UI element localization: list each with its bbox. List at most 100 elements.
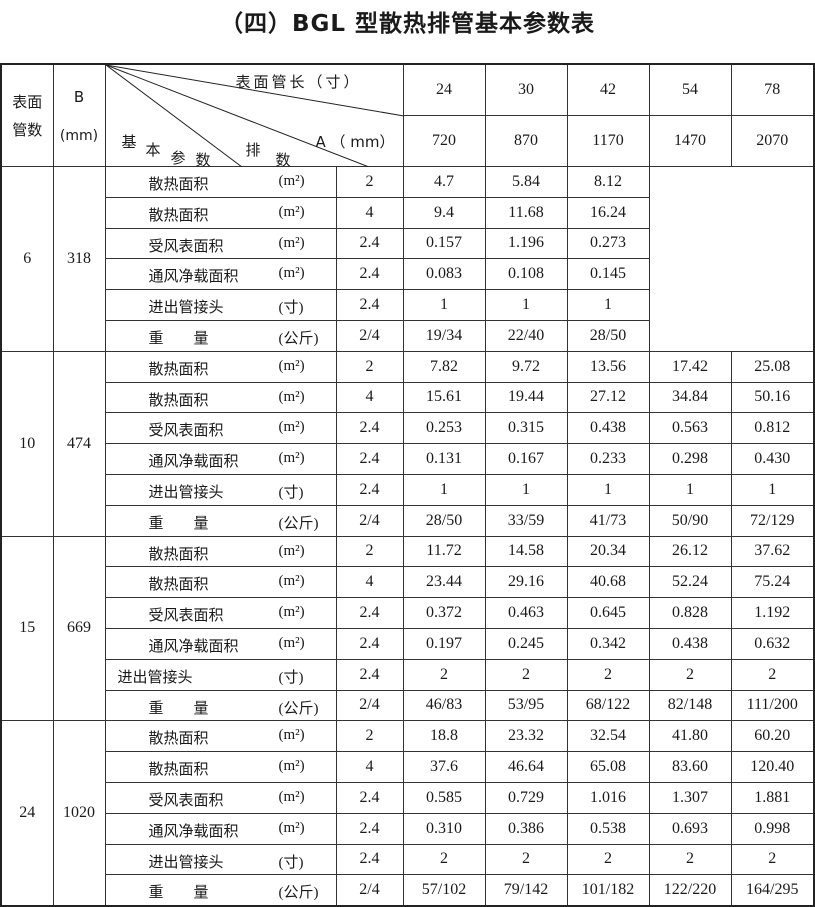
data-cell: 0.812 [730, 412, 815, 445]
data-cell: 2 [730, 658, 815, 691]
length-header: 30 [484, 63, 568, 116]
data-cell: 53/95 [484, 689, 568, 722]
data-cell: 2 [402, 658, 486, 691]
a-value-header: 1170 [566, 115, 650, 167]
rank-value: 2.4 [335, 627, 404, 660]
param-unit: (公斤) [278, 885, 319, 902]
data-cell: 37.62 [730, 535, 815, 568]
data-cell: 33/59 [484, 504, 568, 537]
data-cell: 46.64 [484, 751, 568, 783]
b-label: B [73, 87, 85, 106]
b-value: 474 [52, 350, 106, 537]
param-name: 受风表面积 [148, 421, 224, 440]
param-unit: (m²) [278, 758, 305, 775]
table-row: 进出管接头 (寸) 2.4 1 1 1 1 1 [1, 473, 815, 506]
param-name: 受风表面积 [148, 606, 224, 625]
a-value-header: 1470 [648, 115, 732, 167]
table-row: 受风表面积 (m²) 2.4 0.585 0.729 1.016 1.307 1.881 [1, 781, 815, 814]
rank-value: 4 [335, 196, 404, 229]
data-cell: 2 [484, 658, 568, 691]
data-cell: 0.145 [566, 258, 650, 291]
a-label: A （ mm） [315, 133, 395, 151]
param-name: 重 量 [148, 513, 209, 532]
data-cell: 0.430 [730, 443, 815, 475]
data-cell: 34.84 [648, 381, 732, 414]
param-unit: (m²) [278, 727, 305, 744]
param-unit: (m²) [278, 203, 305, 220]
data-cell: 46/83 [402, 689, 486, 722]
data-cell: 29.16 [484, 566, 568, 599]
data-cell: 50.16 [730, 381, 815, 414]
table-row: 进出管接头 (寸) 2.4 1 1 1 [1, 289, 814, 321]
table-row: 重 量 (公斤) 2/4 28/50 33/59 41/73 50/90 72/129 [1, 504, 815, 537]
data-cell: 0.729 [484, 781, 568, 814]
data-cell: 14.58 [484, 535, 568, 568]
param-unit: (m²) [278, 542, 305, 559]
param-name: 通风净载面积 [148, 821, 239, 840]
data-cell: 27.12 [566, 381, 650, 414]
table-row: 通风净载面积 (m²) 2.4 0.310 0.386 0.538 0.693 0.998 [1, 812, 815, 845]
rank-value: 2.4 [335, 658, 404, 691]
data-cell: 0.438 [566, 412, 650, 445]
param-name: 散热面积 [148, 544, 209, 563]
param-unit: (m²) [278, 450, 305, 467]
parameter-table: 表面管数 B (mm) 表面管长（寸） A （ mm） 基 本 参 数 排 数 [0, 63, 815, 907]
data-cell: 82/148 [648, 689, 732, 722]
param-cell: 进出管接头 (寸) [104, 658, 337, 691]
param-name: 通风净载面积 [148, 267, 239, 286]
data-cell: 101/182 [566, 874, 650, 907]
param-name: 受风表面积 [148, 790, 224, 809]
param-cell: 受风表面积 (m²) [104, 597, 337, 629]
data-cell: 0.645 [566, 597, 650, 629]
data-cell: 25.08 [730, 350, 815, 383]
data-cell: 1.016 [566, 781, 650, 814]
data-cell: 1 [484, 289, 568, 321]
rank-value: 2.4 [335, 781, 404, 814]
data-cell: 26.12 [648, 535, 732, 568]
param-unit: (m²) [278, 234, 305, 251]
data-cell: 13.56 [566, 350, 650, 383]
data-cell: 19.44 [484, 381, 568, 414]
data-cell: 4.7 [402, 166, 486, 198]
diagonal-lines [105, 65, 404, 167]
param-cell: 散热面积 (m²) [104, 350, 337, 383]
table-row: 重 量 (公斤) 2/4 46/83 53/95 68/122 82/148 111/200 [1, 689, 815, 722]
rank-value: 2.4 [335, 227, 404, 260]
param-name: 散热面积 [148, 175, 209, 193]
table-row: 散热面积 (m²) 4 23.44 29.16 40.68 52.24 75.24 [1, 566, 815, 599]
table-row: 通风净载面积 (m²) 2.4 0.131 0.167 0.233 0.298 0.430 [1, 443, 815, 475]
data-cell: 0.632 [730, 627, 815, 660]
param-unit: (m²) [278, 388, 305, 405]
data-cell: 9.4 [402, 196, 486, 229]
rank-value: 2.4 [335, 473, 404, 506]
data-cell: 19/34 [402, 319, 486, 352]
b-header: B (mm) [52, 63, 106, 167]
table-row: 受风表面积 (m²) 2.4 0.253 0.315 0.438 0.563 0.812 [1, 412, 815, 445]
data-cell: 16.24 [566, 196, 650, 229]
b-value: 318 [52, 166, 106, 352]
table-row: 重 量 (公斤) 2/4 57/102 79/142 101/182 122/220 164/… [1, 874, 815, 907]
param-unit: (m²) [278, 573, 305, 590]
data-cell: 0.157 [402, 227, 486, 260]
table-row: 通风净载面积 (m²) 2.4 0.197 0.245 0.342 0.438 0.632 [1, 627, 815, 660]
data-cell: 0.372 [402, 597, 486, 629]
length-header: 24 [402, 63, 486, 116]
data-cell: 0.273 [566, 227, 650, 260]
data-cell: 22/40 [484, 319, 568, 352]
data-cell: 41/73 [566, 504, 650, 537]
rank-value: 4 [335, 751, 404, 783]
data-cell: 28/50 [566, 319, 650, 352]
data-cell: 37.6 [402, 751, 486, 783]
rank-value: 2/4 [335, 689, 404, 722]
param-name: 通风净载面积 [148, 452, 239, 471]
param-name: 进出管接头 [148, 298, 224, 317]
param-name: 重 量 [148, 698, 209, 717]
param-cell: 重 量 (公斤) [104, 504, 337, 537]
b-unit: (mm) [59, 127, 99, 144]
table-row: 散热面积 (m²) 4 37.6 46.64 65.08 83.60 120.40 [1, 751, 815, 783]
data-cell: 15.61 [402, 381, 486, 414]
table-row: 重 量 (公斤) 2/4 19/34 22/40 28/50 [1, 319, 814, 352]
data-cell: 50/90 [648, 504, 732, 537]
param-unit: (m²) [278, 788, 305, 805]
data-cell: 8.12 [566, 166, 650, 198]
